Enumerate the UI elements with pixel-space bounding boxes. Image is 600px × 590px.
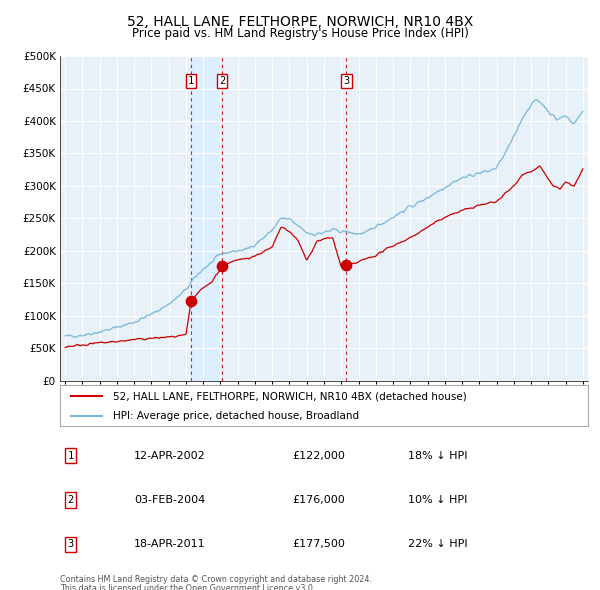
Text: 3: 3 — [343, 76, 349, 86]
Text: 18% ↓ HPI: 18% ↓ HPI — [409, 451, 468, 461]
Text: This data is licensed under the Open Government Licence v3.0.: This data is licensed under the Open Gov… — [60, 584, 316, 590]
Text: 10% ↓ HPI: 10% ↓ HPI — [409, 495, 468, 505]
Bar — [191, 56, 222, 381]
Point — [217, 261, 227, 271]
Text: Contains HM Land Registry data © Crown copyright and database right 2024.: Contains HM Land Registry data © Crown c… — [60, 575, 372, 584]
Point — [186, 297, 196, 306]
Text: 3: 3 — [67, 539, 74, 549]
Text: 12-APR-2002: 12-APR-2002 — [134, 451, 206, 461]
Text: 2: 2 — [67, 495, 74, 505]
Text: HPI: Average price, detached house, Broadland: HPI: Average price, detached house, Broa… — [113, 411, 359, 421]
Text: 2: 2 — [219, 76, 225, 86]
Text: 52, HALL LANE, FELTHORPE, NORWICH, NR10 4BX: 52, HALL LANE, FELTHORPE, NORWICH, NR10 … — [127, 15, 473, 29]
Text: 1: 1 — [188, 76, 194, 86]
Text: 03-FEB-2004: 03-FEB-2004 — [134, 495, 205, 505]
Text: 1: 1 — [67, 451, 74, 461]
Text: 18-APR-2011: 18-APR-2011 — [134, 539, 206, 549]
Text: 52, HALL LANE, FELTHORPE, NORWICH, NR10 4BX (detached house): 52, HALL LANE, FELTHORPE, NORWICH, NR10 … — [113, 391, 467, 401]
Point — [341, 261, 351, 270]
Text: £176,000: £176,000 — [292, 495, 345, 505]
Text: £122,000: £122,000 — [292, 451, 345, 461]
Text: 22% ↓ HPI: 22% ↓ HPI — [409, 539, 468, 549]
Text: Price paid vs. HM Land Registry's House Price Index (HPI): Price paid vs. HM Land Registry's House … — [131, 27, 469, 40]
Text: £177,500: £177,500 — [292, 539, 345, 549]
